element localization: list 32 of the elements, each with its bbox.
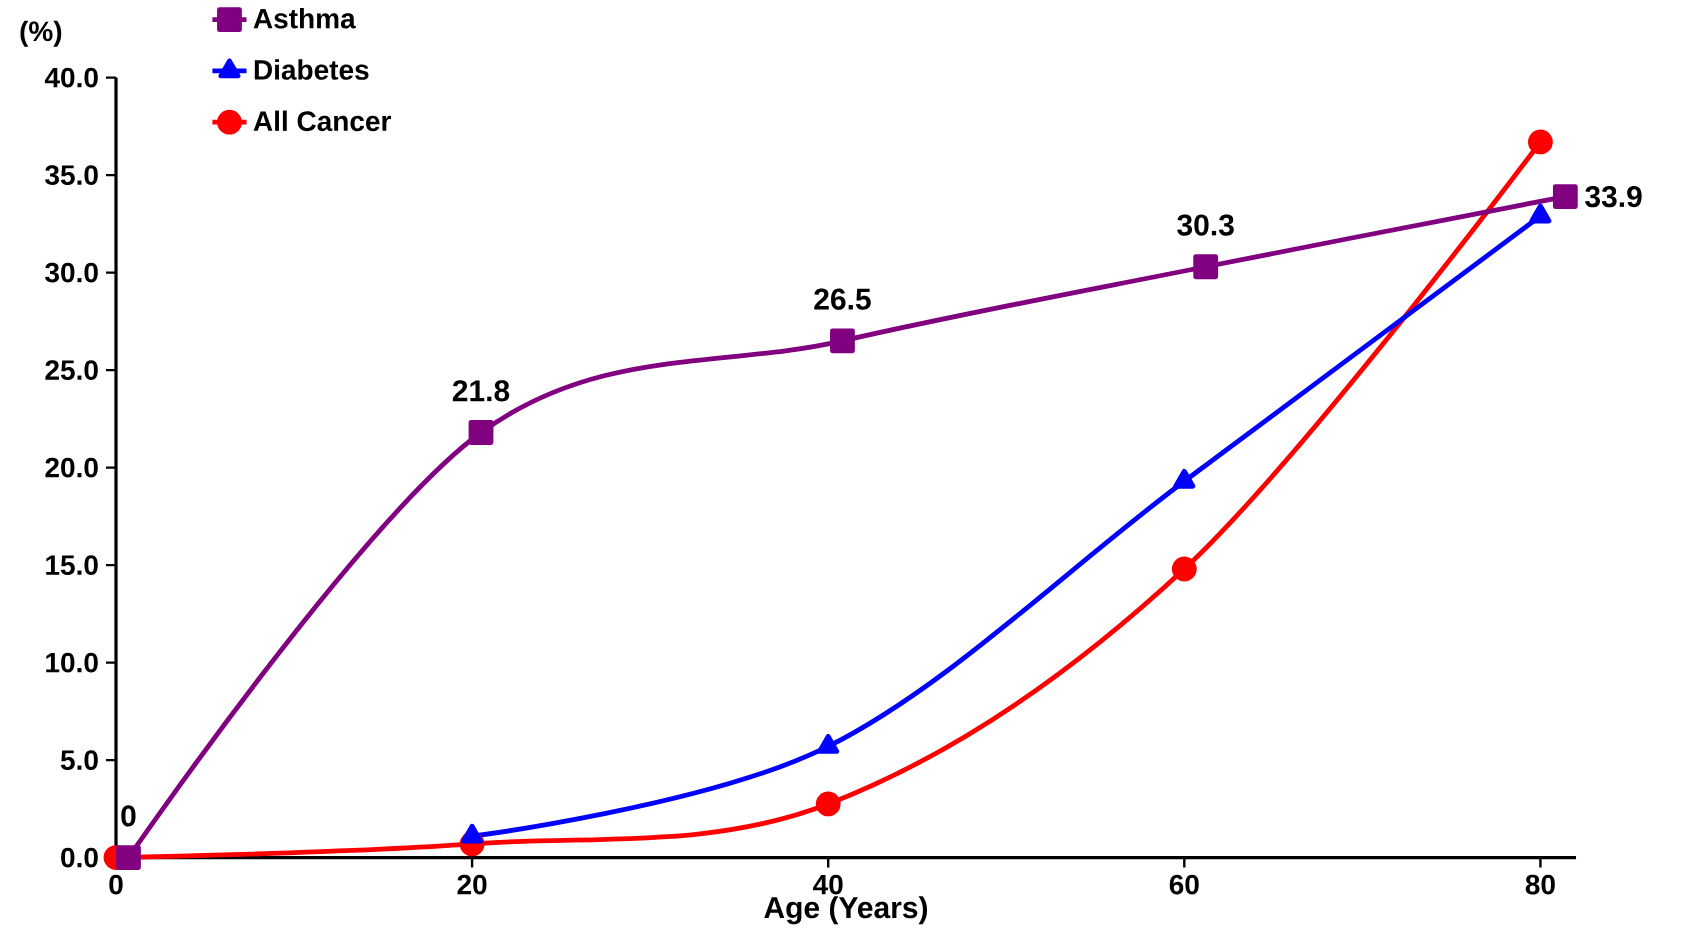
point [116,845,141,871]
y-tick-label: 40.0 [44,67,98,88]
legend-label: All Cancer [253,110,391,132]
point [1552,184,1578,210]
point [468,420,494,446]
data-label: 21.8 [452,380,510,402]
y-tick-label: 35.0 [45,165,98,186]
x-tick-label: 0 [109,874,123,895]
y-tick-label: 0.0 [61,847,98,868]
point [815,791,841,817]
y-tick-label: 15.0 [46,555,98,576]
y-tick-label: 30.0 [45,262,98,283]
x-tick-label: 80 [1525,874,1555,895]
point [1193,254,1219,280]
data-label: 0 [121,805,136,827]
point [830,328,855,354]
x-axis-title: Age (Years) [764,896,928,925]
data-label: 26.5 [814,288,871,310]
y-tick-label: 10.0 [46,652,98,673]
y-tick-label: 20.0 [45,457,98,478]
data-label: 30.3 [1177,214,1234,236]
x-tick-label: 60 [1169,874,1199,895]
legend-label: Asthma [253,8,356,29]
y-tick-label: 5.0 [60,750,98,771]
y-axis-title: (%) [20,20,62,47]
y-tick-label: 25.0 [45,360,98,381]
x-tick-label: 20 [457,874,487,895]
data-label: 33.9 [1585,186,1642,208]
point [1528,129,1553,155]
legend-label: Diabetes [254,59,369,81]
point [1171,556,1197,582]
x-tick-label: 40 [813,874,843,895]
